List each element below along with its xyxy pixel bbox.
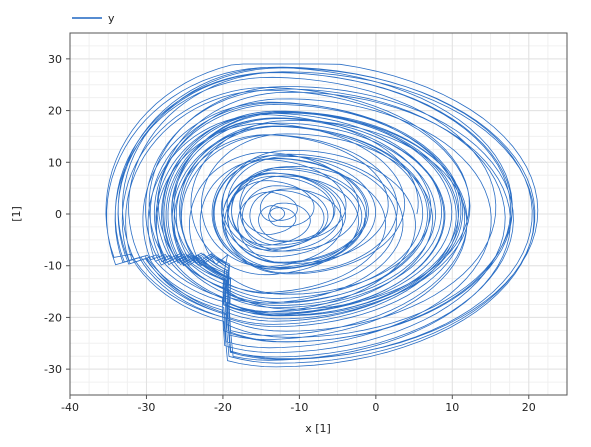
y-tick-label: -30	[44, 363, 62, 376]
y-tick-label: 30	[48, 53, 62, 66]
legend: y	[72, 12, 115, 25]
y-tick-label: 10	[48, 156, 62, 169]
x-tick-label: 0	[372, 401, 379, 414]
series-line-y	[105, 63, 539, 368]
x-tick-label: 10	[445, 401, 459, 414]
legend-label-y: y	[108, 12, 115, 25]
y-tick-label: -20	[44, 311, 62, 324]
axis-ticks: -40 -30 -20 -10 0 10 20 -30 -20 -10 0 10 20 30	[44, 53, 536, 414]
y-tick-label: 20	[48, 105, 62, 118]
y-tick-label: -10	[44, 260, 62, 273]
x-tick-label: -40	[61, 401, 79, 414]
x-tick-label: -10	[290, 401, 308, 414]
x-tick-label: -30	[137, 401, 155, 414]
x-tick-label: 20	[522, 401, 536, 414]
y-axis-label: [1]	[10, 206, 23, 222]
series-layer	[105, 63, 539, 368]
x-axis-label: x [1]	[305, 422, 331, 435]
x-tick-label: -20	[214, 401, 232, 414]
y-tick-label: 0	[55, 208, 62, 221]
